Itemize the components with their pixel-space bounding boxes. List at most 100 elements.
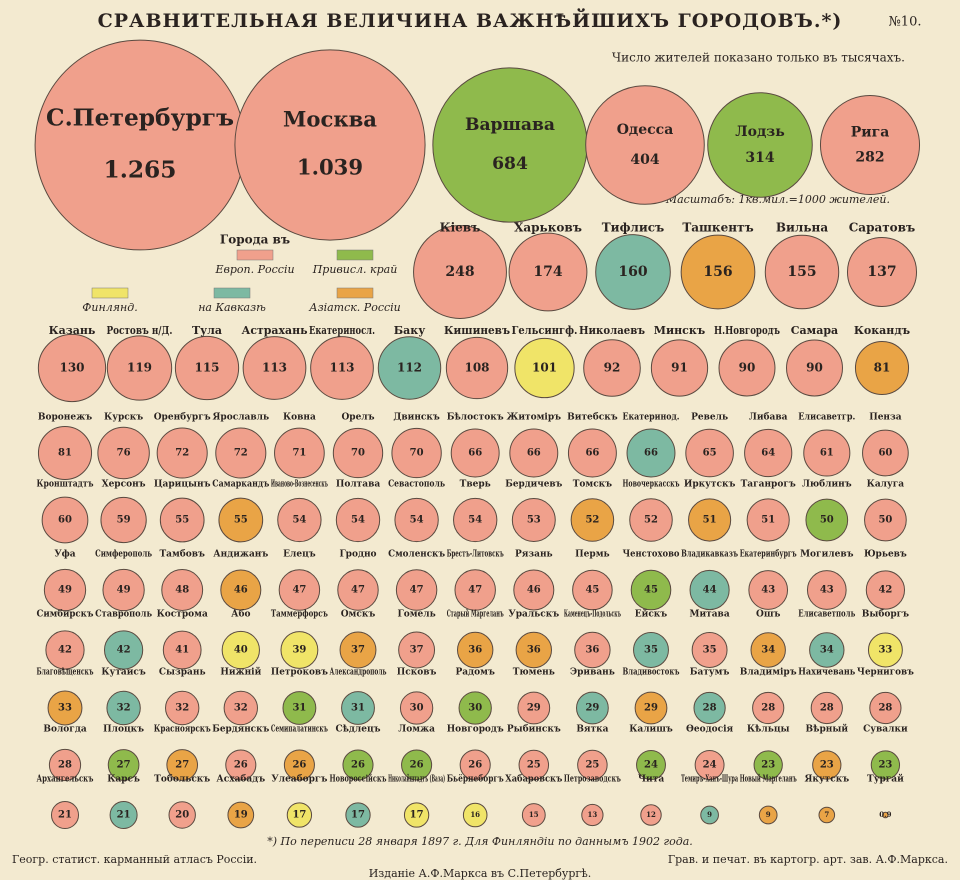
city-name: Царицынъ — [154, 480, 211, 490]
city-value: 51 — [703, 515, 717, 526]
city-bubble — [574, 631, 611, 669]
city-value: 54 — [410, 515, 424, 526]
city-value: 72 — [175, 448, 189, 459]
legend-swatch — [213, 287, 251, 299]
city-value: 43 — [820, 585, 834, 596]
city-name: Нахичевань — [798, 668, 855, 678]
city-name: Саратовъ — [849, 221, 915, 235]
city-bubble — [581, 803, 604, 827]
city-bubble — [403, 802, 430, 828]
city-value: 16 — [470, 810, 480, 819]
city-name: Кокандъ — [854, 324, 911, 337]
city-value: 52 — [644, 515, 658, 526]
city-value: 33 — [58, 703, 72, 714]
city-value: 54 — [468, 515, 482, 526]
city-name: Новый Маргеланъ — [740, 774, 797, 785]
city-value: 35 — [644, 645, 658, 656]
city-bubble — [215, 427, 267, 479]
city-name: Харьковъ — [514, 221, 582, 235]
city-value: 108 — [464, 361, 489, 375]
city-bubble — [156, 427, 208, 479]
city-name: Тамбовъ — [159, 549, 205, 560]
city-value: 92 — [604, 361, 621, 375]
city-name: Елисаветгр. — [798, 413, 855, 423]
city-name: Каменецъ-Подольскъ — [564, 610, 621, 620]
city-name: Омскъ — [341, 610, 376, 620]
city-value: 41 — [175, 645, 189, 656]
legend-label: Привисл. край — [312, 263, 398, 276]
city-bubble — [223, 690, 258, 726]
city-value: 54 — [351, 515, 365, 526]
city-bubble — [234, 49, 426, 241]
city-bubble — [34, 39, 246, 251]
city-name: Уральскъ — [508, 610, 559, 620]
city-value: 119 — [127, 361, 152, 375]
city-value: 0.9 — [879, 810, 891, 819]
city-value: 113 — [262, 361, 287, 375]
city-name: Баку — [394, 324, 426, 337]
city-name: Семипалатинскъ — [271, 725, 328, 735]
city-bubble — [514, 337, 575, 399]
city-bubble — [394, 497, 439, 543]
city-bubble — [862, 429, 909, 477]
city-value: 71 — [292, 448, 306, 459]
city-bubble — [803, 429, 851, 477]
sheet-number: №10. — [889, 15, 922, 30]
city-value: 29 — [527, 703, 541, 714]
city-value: 23 — [820, 760, 834, 771]
city-name: Старый Маргеланъ — [447, 609, 504, 620]
city-value: 90 — [806, 361, 823, 375]
city-value: 26 — [410, 760, 424, 771]
city-bubble — [459, 749, 491, 781]
city-name: Кѣльцы — [747, 725, 790, 735]
city-value: 91 — [671, 361, 688, 375]
city-name: Калуга — [867, 480, 905, 490]
city-bubble — [509, 428, 559, 478]
city-value: 60 — [58, 515, 72, 526]
city-bubble — [109, 800, 138, 830]
city-bubble — [345, 802, 371, 828]
city-bubble — [106, 690, 141, 726]
legend-swatch — [236, 249, 274, 261]
city-bubble — [377, 336, 442, 400]
city-value: 21 — [117, 810, 131, 821]
city-name: Сувалки — [863, 725, 908, 735]
city-name: Минскъ — [654, 324, 706, 337]
city-bubble — [47, 690, 83, 726]
city-bubble — [511, 498, 556, 542]
city-value: 17 — [292, 810, 306, 821]
city-bubble — [680, 234, 756, 310]
city-name: Ярославль — [212, 413, 269, 423]
city-value: 76 — [117, 448, 131, 459]
city-bubble — [640, 804, 662, 826]
city-value: 42 — [878, 585, 892, 596]
city-value: 21 — [58, 810, 72, 821]
city-value: 26 — [351, 760, 365, 771]
city-bubble — [286, 802, 313, 828]
city-name: Выборгъ — [862, 609, 909, 620]
city-bubble — [282, 691, 317, 725]
city-value: 7 — [824, 810, 829, 819]
city-bubble — [283, 749, 315, 781]
city-bubble — [786, 339, 843, 397]
city-value: 32 — [234, 703, 248, 714]
city-bubble — [577, 749, 608, 781]
city-name: Черниговъ — [857, 668, 914, 678]
city-value: 29 — [644, 703, 658, 714]
city-value: 282 — [855, 149, 884, 165]
city-value: 52 — [585, 515, 599, 526]
city-value: 30 — [468, 703, 482, 714]
city-name: Вятка — [576, 725, 608, 735]
city-name: Рыбинскъ — [507, 724, 561, 735]
city-name: Асхабадъ — [216, 774, 265, 785]
city-value: 404 — [630, 152, 659, 168]
city-name: Кишиневъ — [444, 324, 511, 337]
city-value: 115 — [194, 361, 219, 375]
city-value: 160 — [618, 264, 647, 280]
city-bubble — [310, 336, 374, 400]
city-value: 55 — [175, 515, 189, 526]
city-name: Юрьевъ — [864, 550, 907, 560]
city-bubble — [399, 691, 434, 725]
city-bubble — [809, 632, 845, 668]
city-bubble — [865, 570, 906, 610]
